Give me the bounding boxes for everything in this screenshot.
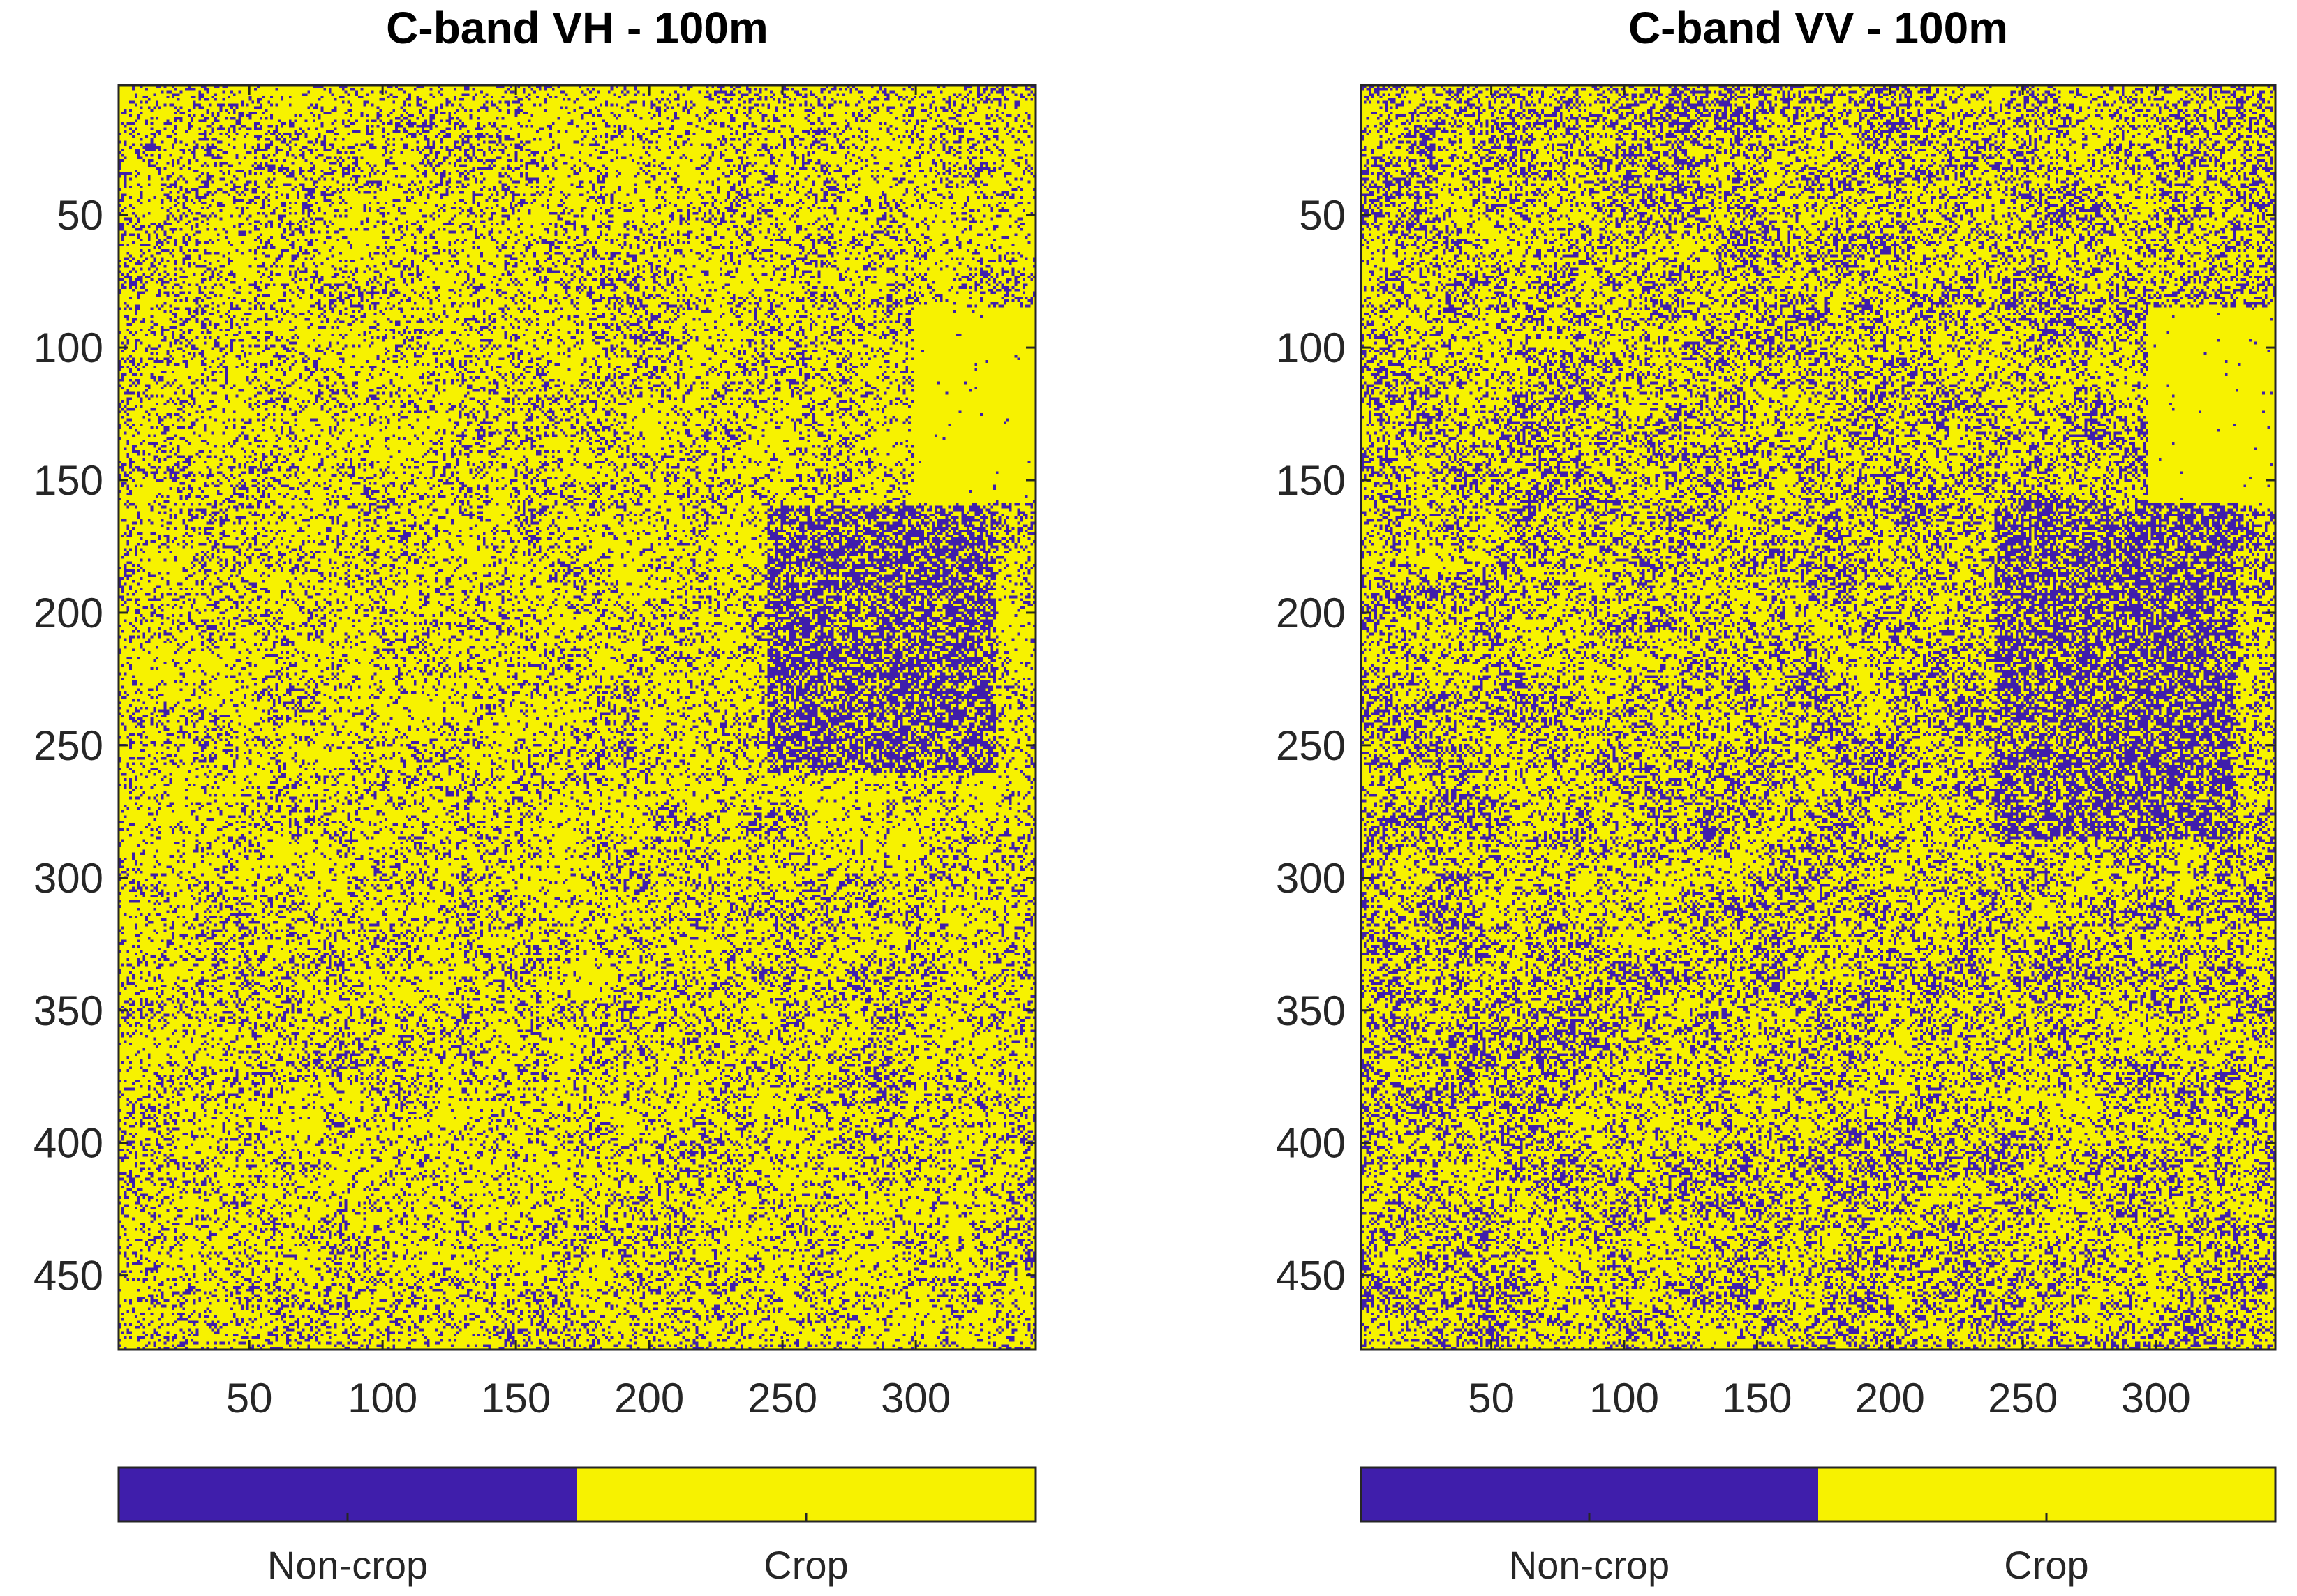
colorbar-frame: [1360, 1466, 2277, 1523]
colorbar-label-crop: Crop: [764, 1543, 848, 1587]
colorbar-label-crop: Crop: [2004, 1543, 2088, 1587]
y-tick-label: 400: [34, 1120, 103, 1167]
panel-vv: C-band VV - 100m 50 100 150 200 250 300 350 400…: [1276, 3, 2277, 1587]
colorbar: Non-crop Crop: [1360, 1466, 2277, 1587]
colorbar-non-crop-swatch: [1361, 1468, 1818, 1521]
y-tick-label: 300: [1276, 855, 1346, 902]
colorbar-non-crop-swatch: [119, 1468, 577, 1521]
x-tick-label: 250: [748, 1375, 817, 1422]
axes: 50 100 150 200 250 300 350 400 450 50 100 150 200 250…: [34, 85, 1036, 1422]
heatmap-plot-area: [117, 84, 1037, 1351]
axes-frame: [117, 84, 1037, 1351]
y-tick-label: 250: [1276, 722, 1346, 769]
x-tick-label: 300: [881, 1375, 951, 1422]
y-tick-label: 150: [1276, 457, 1346, 504]
crop-classification-heatmap: [1361, 85, 2275, 1350]
x-tick-label: 50: [226, 1375, 273, 1422]
y-tick-label: 50: [1299, 192, 1346, 239]
y-tick-label: 300: [34, 855, 103, 902]
x-tick-label: 300: [2121, 1375, 2191, 1422]
colorbar-label-non-crop: Non-crop: [267, 1543, 428, 1587]
x-tick-label: 50: [1468, 1375, 1515, 1422]
y-tick-label: 200: [34, 590, 103, 636]
x-tick-label: 100: [1589, 1375, 1659, 1422]
y-tick-label: 50: [57, 192, 103, 239]
x-tick-label: 100: [348, 1375, 417, 1422]
axes: 50 100 150 200 250 300 350 400 450 50 100 150 200 250…: [1276, 85, 2275, 1422]
colorbar-label-non-crop: Non-crop: [1509, 1543, 1670, 1587]
y-tick-label: 450: [1276, 1253, 1346, 1299]
panel-title: C-band VH - 100m: [386, 3, 768, 53]
panel-title: C-band VV - 100m: [1628, 3, 2008, 53]
x-tick-label: 150: [481, 1375, 551, 1422]
y-tick-label: 450: [34, 1253, 103, 1299]
x-tick-label: 200: [614, 1375, 684, 1422]
x-tick-label: 250: [1988, 1375, 2058, 1422]
y-tick-label: 200: [1276, 590, 1346, 636]
y-tick-label: 400: [1276, 1120, 1346, 1167]
y-tick-label: 150: [34, 457, 103, 504]
y-tick-label: 250: [34, 722, 103, 769]
axes-frame: [1360, 84, 2277, 1351]
colorbar-frame: [117, 1466, 1037, 1523]
y-tick-label: 100: [1276, 325, 1346, 371]
y-tick-label: 100: [34, 325, 103, 371]
panel-vh: C-band VH - 100m 50 100 150 200 250 300 350 400…: [34, 3, 1037, 1587]
colorbar-crop-swatch: [1818, 1468, 2275, 1521]
heatmap-plot-area: [1360, 84, 2277, 1351]
x-tick-label: 200: [1855, 1375, 1925, 1422]
y-tick-label: 350: [1276, 987, 1346, 1034]
colorbar: Non-crop Crop: [117, 1466, 1037, 1587]
y-tick-label: 350: [34, 987, 103, 1034]
colorbar-crop-swatch: [577, 1468, 1036, 1521]
x-tick-label: 150: [1722, 1375, 1792, 1422]
crop-classification-heatmap: [119, 85, 1036, 1350]
